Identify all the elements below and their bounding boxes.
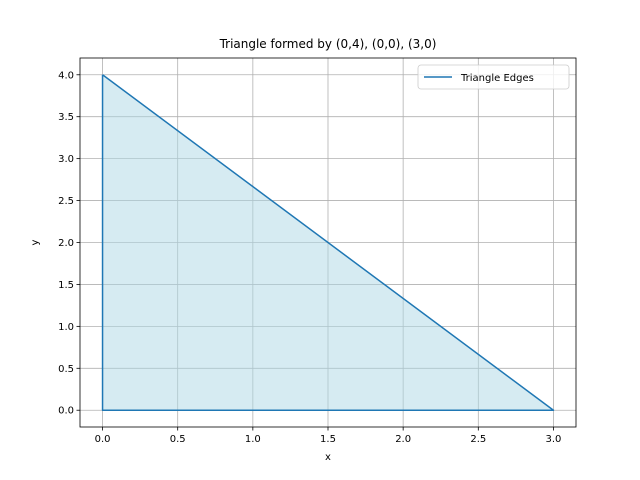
legend: Triangle Edges <box>417 64 570 90</box>
x-tick-label: 1.5 <box>320 434 336 445</box>
legend-label: Triangle Edges <box>460 73 534 84</box>
triangle-edges-line <box>101 74 555 411</box>
y-tick-label: 2.5 <box>58 196 74 207</box>
y-tick-label: 2.0 <box>58 238 74 249</box>
ticks: 0.0 0.5 1.0 1.5 2.0 2.5 3.0 0.0 0.5 1.0 1.5 2.0 2.5 3… <box>58 70 561 445</box>
chart-title: Triangle formed by (0,4), (0,0), (3,0) <box>219 37 437 51</box>
y-tick-label: 3.0 <box>58 154 74 165</box>
x-axis-title: x <box>325 452 331 463</box>
y-tick-label: 1.0 <box>58 322 74 333</box>
y-tick-label: 0.5 <box>58 364 74 375</box>
x-tick-label: 0.0 <box>95 434 111 445</box>
y-tick-label: 1.5 <box>58 280 74 291</box>
x-tick-label: 2.0 <box>395 434 411 445</box>
y-tick-label: 3.5 <box>58 112 74 123</box>
x-tick-label: 2.5 <box>470 434 486 445</box>
legend-box <box>417 64 570 90</box>
y-tick-label: 0.0 <box>58 406 74 417</box>
x-tick-label: 3.0 <box>546 434 562 445</box>
y-tick-label: 4.0 <box>58 70 74 81</box>
line-layer <box>101 74 555 411</box>
y-axis-title: y <box>30 239 41 245</box>
x-tick-label: 0.5 <box>170 434 186 445</box>
x-tick-label: 1.0 <box>245 434 261 445</box>
